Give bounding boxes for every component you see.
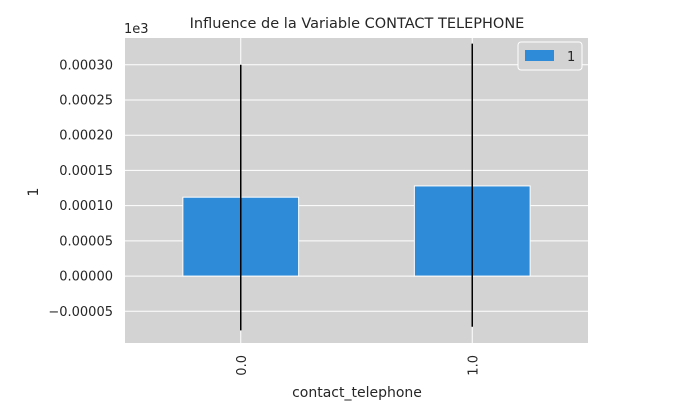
legend-swatch (525, 50, 554, 61)
x-axis-ticks: 0.0 1.0 (235, 355, 482, 376)
y-tick-label: 0.00025 (59, 93, 113, 108)
x-tick-label: 0.0 (235, 355, 250, 376)
y-tick-label: 0.00005 (59, 234, 113, 249)
x-tick-label: 1.0 (466, 355, 481, 376)
y-axis-ticks: −0.00005 0.00000 0.00005 0.00010 0.00015 0.00… (48, 58, 113, 320)
y-tick-label: −0.00005 (48, 305, 113, 320)
y-axis-label: 1 (26, 188, 42, 197)
y-tick-label: 0.00030 (59, 58, 113, 73)
legend-entry-label: 1 (567, 50, 575, 65)
y-tick-label: 0.00015 (59, 164, 113, 179)
y-tick-label: 0.00000 (59, 270, 113, 285)
chart-title: Influence de la Variable CONTACT TELEPHO… (190, 16, 525, 32)
y-tick-label: 0.00020 (59, 129, 113, 144)
y-tick-label: 0.00010 (59, 199, 113, 214)
x-axis-label: contact_telephone (292, 385, 422, 401)
error-bars (240, 43, 473, 331)
legend: 1 (517, 41, 583, 71)
y-offset-text: 1e3 (124, 22, 149, 37)
